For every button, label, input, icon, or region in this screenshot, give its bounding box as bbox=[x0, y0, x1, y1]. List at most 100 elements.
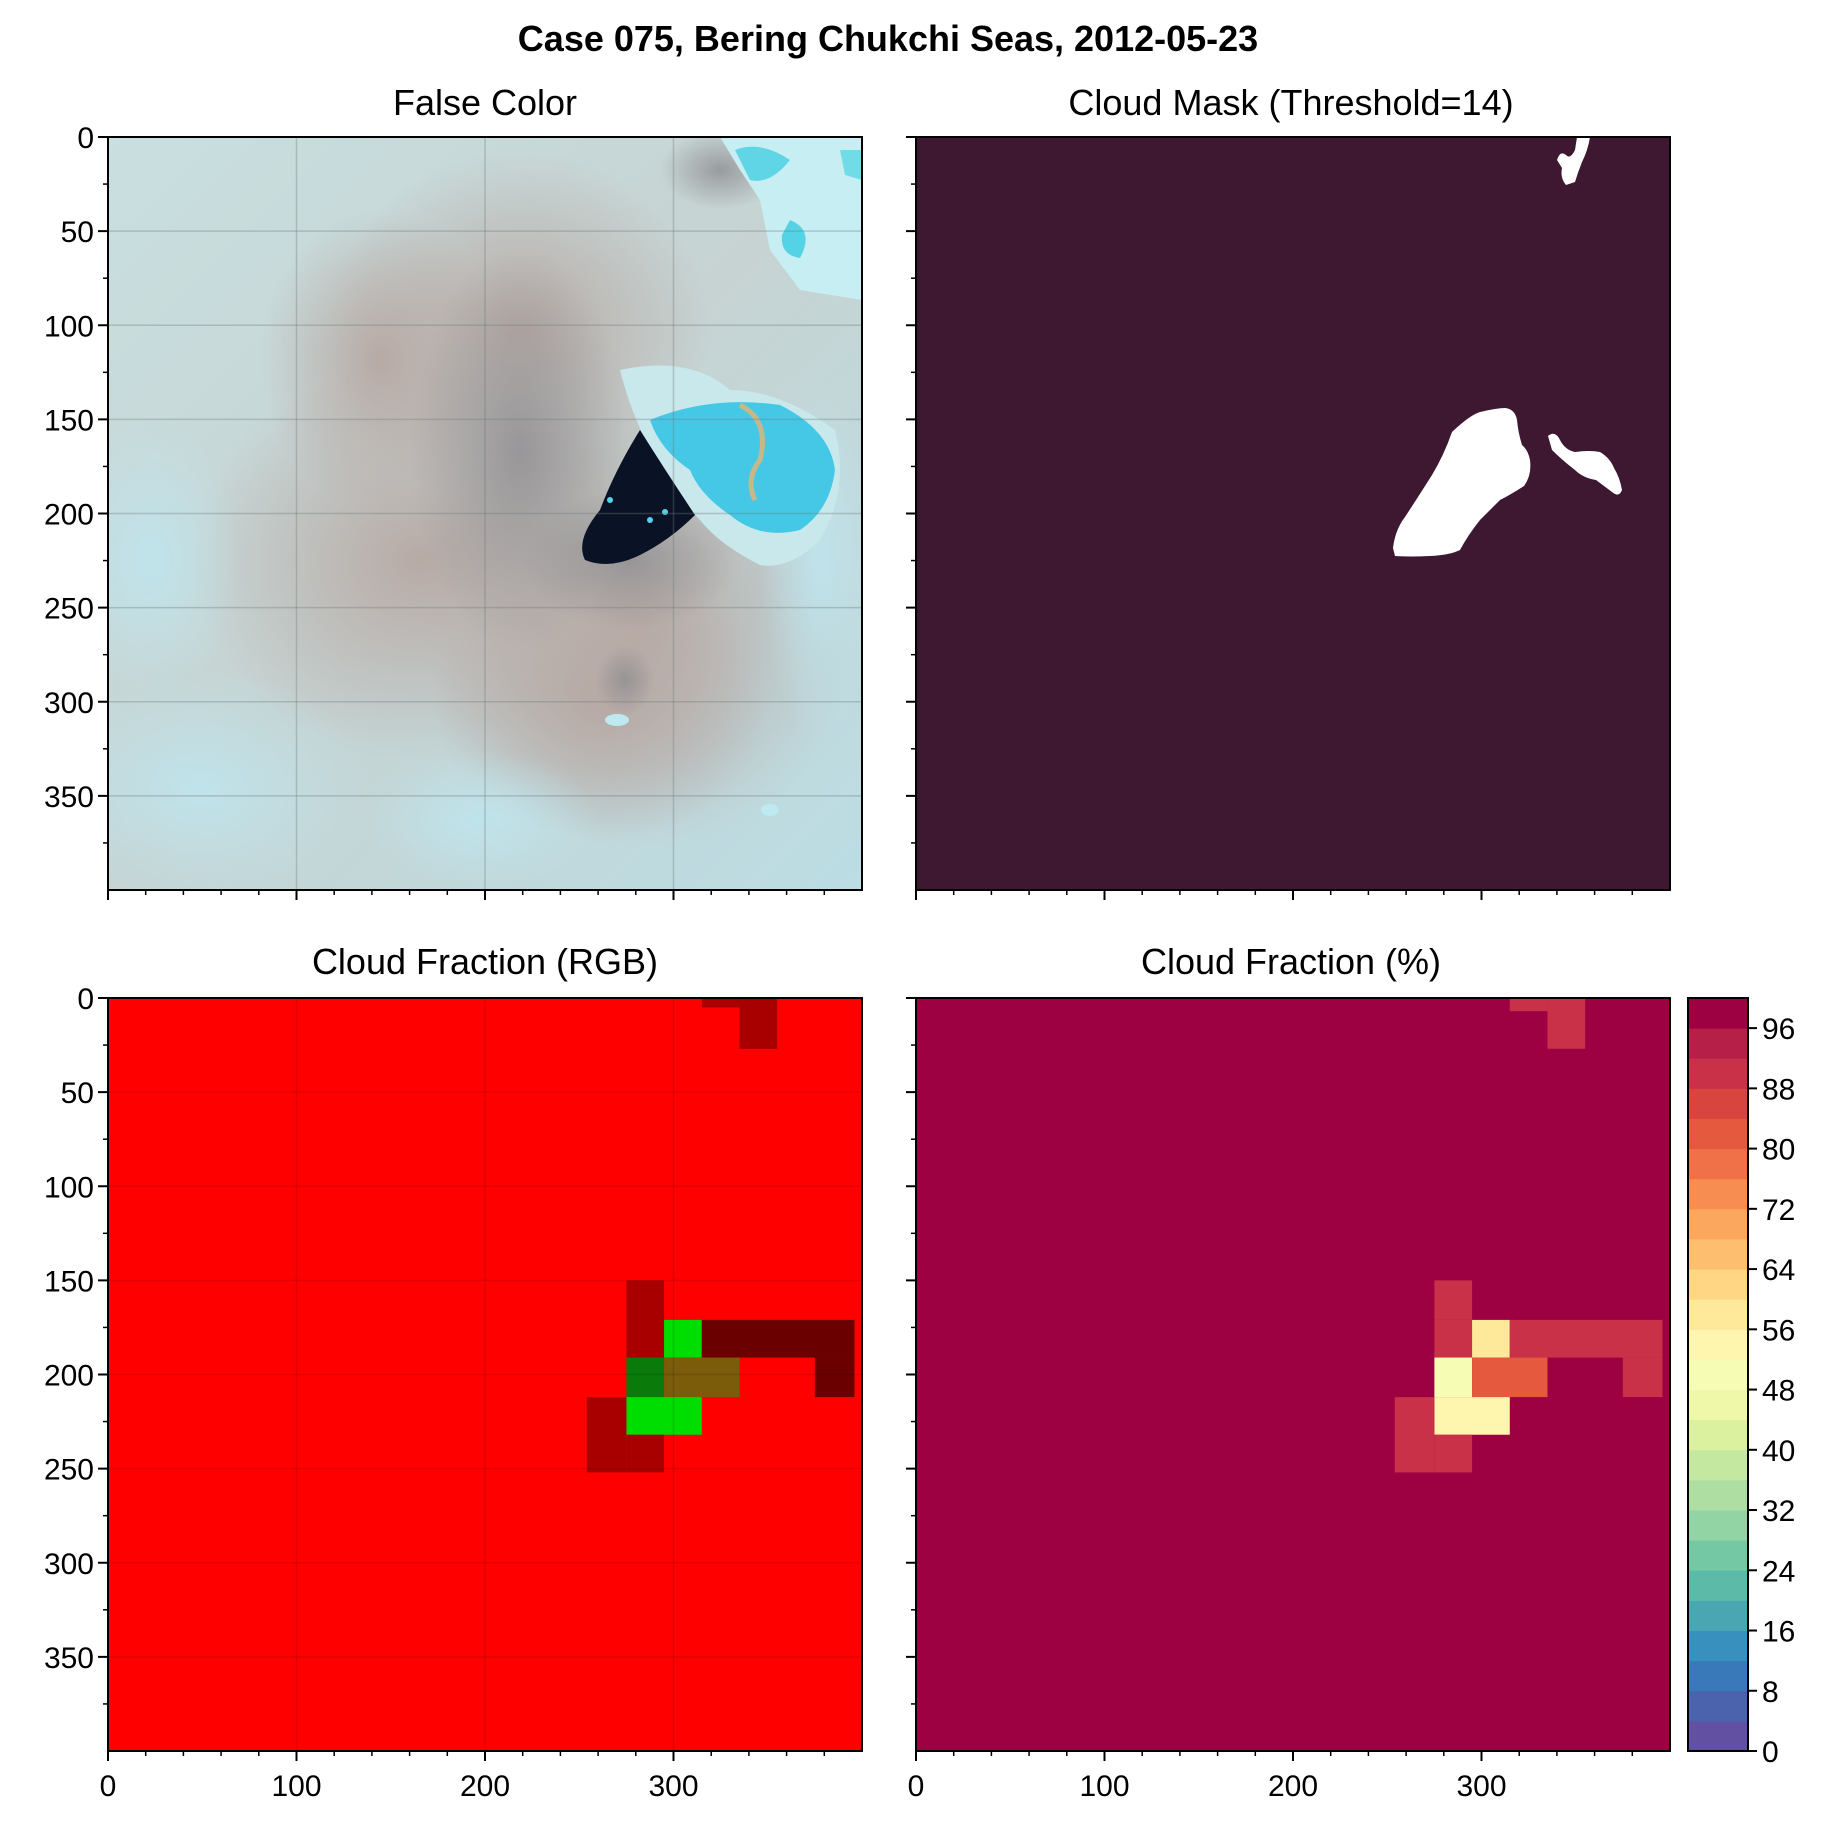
pct-cell bbox=[1434, 1319, 1473, 1358]
axis-ticks: 0 50 100 150 200 250 300 350 0 50 100 150 200 250 300 3… bbox=[44, 122, 1634, 1803]
pct-cell bbox=[1547, 998, 1586, 1049]
colorbar-segment bbox=[1688, 1299, 1748, 1330]
y-tick-label: 350 bbox=[44, 781, 94, 814]
cloud-mask-region-main bbox=[1393, 408, 1531, 557]
rgb-cell bbox=[626, 1434, 665, 1473]
cloud-fraction-rgb-image bbox=[108, 998, 862, 1751]
pct-cell bbox=[1434, 1397, 1510, 1435]
colorbar-tick-label: 32 bbox=[1762, 1495, 1795, 1528]
colorbar-tick-label: 16 bbox=[1762, 1616, 1795, 1649]
colorbar-segment bbox=[1688, 1720, 1748, 1752]
pct-cell bbox=[1509, 1319, 1663, 1358]
colorbar-tick-label: 0 bbox=[1762, 1736, 1779, 1769]
rgb-cell bbox=[586, 1397, 627, 1473]
colorbar-tick-label: 72 bbox=[1762, 1194, 1795, 1227]
colorbar-segment bbox=[1688, 1148, 1748, 1180]
figure-title: Case 075, Bering Chukchi Seas, 2012-05-2… bbox=[518, 18, 1258, 59]
y-tick-label: 350 bbox=[44, 1642, 94, 1675]
colorbar-segment bbox=[1688, 1660, 1748, 1692]
colorbar-segment bbox=[1688, 1269, 1748, 1300]
rgb-cell bbox=[664, 1319, 702, 1358]
colorbar-segment bbox=[1688, 998, 1748, 1029]
cloud-fraction-pct-image bbox=[916, 998, 1670, 1751]
colorbar-segment bbox=[1688, 1088, 1748, 1119]
colorbar-segment bbox=[1688, 1449, 1748, 1481]
colorbar-segment bbox=[1688, 1690, 1748, 1722]
x-tick-label: 0 bbox=[100, 1770, 117, 1803]
colorbar-tick-label: 24 bbox=[1762, 1555, 1795, 1588]
colorbar-segment bbox=[1688, 1389, 1748, 1421]
colorbar: 0 8 16 24 32 40 48 56 64 72 80 88 96 bbox=[1687, 997, 1795, 1769]
pct-cell bbox=[1434, 1280, 1473, 1320]
colorbar-segment bbox=[1688, 1359, 1748, 1391]
cloud-mask-region-top bbox=[1557, 137, 1590, 185]
y-tick-label: 250 bbox=[44, 593, 94, 626]
colorbar-segment bbox=[1688, 1419, 1748, 1451]
rgb-cell bbox=[739, 998, 778, 1049]
x-tick-label: 200 bbox=[460, 1770, 510, 1803]
y-tick-label: 50 bbox=[61, 216, 94, 249]
colorbar-tick-label: 56 bbox=[1762, 1314, 1795, 1347]
colorbar-segment bbox=[1688, 1058, 1748, 1089]
y-tick-label: 300 bbox=[44, 687, 94, 720]
x-tick-label: 200 bbox=[1268, 1770, 1318, 1803]
colorbar-frame bbox=[1687, 997, 1749, 1752]
colorbar-segment bbox=[1688, 1570, 1748, 1601]
colorbar-segment bbox=[1688, 1510, 1748, 1541]
y-tick-label: 100 bbox=[44, 310, 94, 343]
colorbar-segment bbox=[1688, 1329, 1748, 1360]
pct-cell bbox=[1509, 998, 1548, 1012]
x-tick-label: 300 bbox=[1456, 1770, 1506, 1803]
x-tick-label: 0 bbox=[908, 1770, 925, 1803]
colorbar-segment bbox=[1688, 1600, 1748, 1632]
rgb-cell bbox=[701, 1319, 855, 1358]
rgb-cell bbox=[814, 1357, 855, 1398]
panel-title-cloud-mask: Cloud Mask (Threshold=14) bbox=[1068, 82, 1513, 123]
colorbar-tick-label: 48 bbox=[1762, 1375, 1795, 1408]
y-tick-label: 50 bbox=[61, 1077, 94, 1110]
pct-background bbox=[916, 998, 1670, 1751]
y-tick-label: 0 bbox=[77, 983, 94, 1016]
colorbar-tick-label: 80 bbox=[1762, 1134, 1795, 1167]
colorbar-segment bbox=[1688, 1238, 1748, 1270]
panel-title-cloud-fraction-pct: Cloud Fraction (%) bbox=[1141, 941, 1441, 982]
rgb-cell bbox=[664, 1357, 740, 1398]
colorbar-segment bbox=[1688, 1028, 1748, 1059]
cloud-mask-image bbox=[916, 137, 1670, 890]
y-tick-label: 250 bbox=[44, 1454, 94, 1487]
colorbar-segment bbox=[1688, 1118, 1748, 1150]
rgb-cell bbox=[626, 1357, 665, 1398]
colorbar-segment bbox=[1688, 1479, 1748, 1511]
pct-cell bbox=[1622, 1357, 1663, 1398]
colorbar-tick-label: 8 bbox=[1762, 1676, 1779, 1709]
panel-title-false-color: False Color bbox=[393, 82, 577, 123]
y-tick-label: 300 bbox=[44, 1548, 94, 1581]
colorbar-tick-label: 96 bbox=[1762, 1013, 1795, 1046]
y-tick-label: 200 bbox=[44, 499, 94, 532]
false-color-image bbox=[108, 137, 862, 890]
colorbar-segment bbox=[1688, 1208, 1748, 1240]
colorbar-segment bbox=[1688, 1630, 1748, 1662]
y-tick-label: 200 bbox=[44, 1360, 94, 1393]
colorbar-tick-label: 88 bbox=[1762, 1073, 1795, 1106]
colorbar-tick-label: 40 bbox=[1762, 1435, 1795, 1468]
pct-cell bbox=[1472, 1357, 1548, 1398]
pct-cell bbox=[1434, 1434, 1473, 1473]
x-tick-label: 100 bbox=[1079, 1770, 1129, 1803]
rgb-cell bbox=[626, 1280, 665, 1358]
y-tick-label: 100 bbox=[44, 1171, 94, 1204]
colorbar-segment bbox=[1688, 1178, 1748, 1210]
cloud-mask-region-right bbox=[1548, 433, 1622, 495]
rgb-cell bbox=[626, 1397, 702, 1435]
rgb-cell bbox=[701, 998, 740, 1008]
panel-title-cloud-fraction-rgb: Cloud Fraction (RGB) bbox=[312, 941, 658, 982]
pct-cell bbox=[1472, 1319, 1510, 1358]
y-tick-label: 150 bbox=[44, 1265, 94, 1298]
pct-cell bbox=[1394, 1397, 1435, 1473]
colorbar-tick-label: 64 bbox=[1762, 1254, 1795, 1287]
pct-cell bbox=[1434, 1357, 1473, 1398]
y-tick-label: 0 bbox=[77, 122, 94, 155]
x-tick-label: 100 bbox=[271, 1770, 321, 1803]
x-tick-label: 300 bbox=[648, 1770, 698, 1803]
